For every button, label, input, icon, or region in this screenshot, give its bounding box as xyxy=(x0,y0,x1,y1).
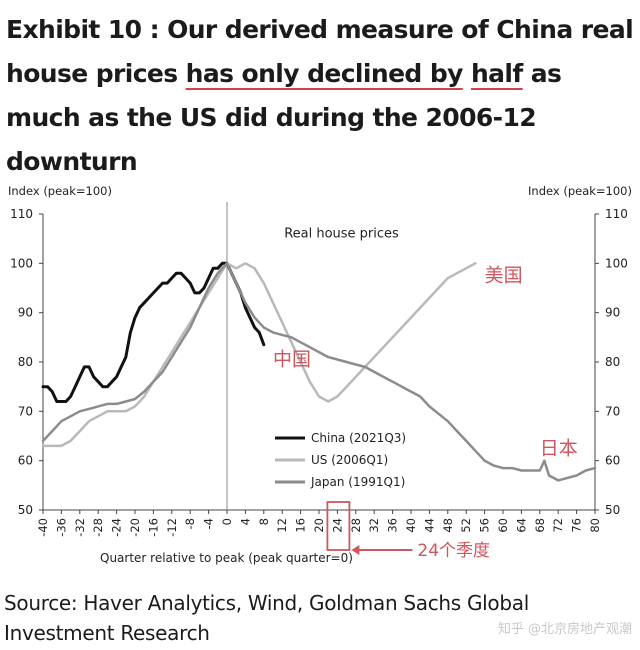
y-tick-label-right: 50 xyxy=(605,503,620,517)
title-part2: as much as the US did during the 2006-12… xyxy=(6,59,562,176)
x-tick-label: -8 xyxy=(183,518,197,529)
y-tick-label-left: 80 xyxy=(18,355,33,369)
series-line-japan xyxy=(41,262,597,482)
x-tick-label: 48 xyxy=(441,518,455,533)
x-tick-label: -28 xyxy=(91,518,105,537)
annotation-japan: 日本 xyxy=(540,437,578,459)
x-tick-label: -32 xyxy=(73,518,87,537)
y-tick-label-left: 60 xyxy=(18,454,33,468)
x-tick-label: -24 xyxy=(110,518,124,537)
y-axis-title-right: Index (peak=100) xyxy=(528,184,632,198)
series-line-us xyxy=(41,262,477,448)
annotation-us: 美国 xyxy=(485,265,523,287)
x-tick-label: 68 xyxy=(533,518,547,533)
x-tick-label: 80 xyxy=(588,518,602,533)
x-tick-label: 8 xyxy=(257,518,271,525)
x-tick-label: 4 xyxy=(238,518,252,525)
y-tick-label-right: 70 xyxy=(605,404,620,418)
x-tick-label: 12 xyxy=(275,518,289,533)
x-tick-label: -36 xyxy=(54,518,68,537)
x-tick-label: -12 xyxy=(165,518,179,537)
y-tick-label-left: 50 xyxy=(18,503,33,517)
x-tick-label: -4 xyxy=(202,518,216,529)
x-tick-label: 40 xyxy=(404,518,418,533)
y-tick-label-left: 90 xyxy=(18,306,33,320)
x-tick-label: -20 xyxy=(128,518,142,537)
x-tick-label: 24 xyxy=(330,518,344,533)
x-tick-label: 36 xyxy=(386,518,400,533)
annotation-china: 中国 xyxy=(273,349,311,371)
x-tick-label: 44 xyxy=(422,518,436,533)
exhibit-title: Exhibit 10 : Our derived measure of Chin… xyxy=(6,8,634,184)
x-tick-label: 64 xyxy=(514,518,528,533)
y-tick-label-right: 100 xyxy=(605,256,628,270)
y-tick-label-right: 90 xyxy=(605,306,620,320)
legend-label-china: China (2021Q3) xyxy=(311,431,406,445)
x-tick-label: 72 xyxy=(551,518,565,533)
x-tick-label: 20 xyxy=(312,518,326,533)
x-tick-label: 76 xyxy=(570,518,584,533)
x-tick-label: 52 xyxy=(459,518,473,533)
annotation-24-quarters: 24个季度 xyxy=(417,541,490,561)
highlight-arrowhead xyxy=(351,545,360,555)
title-highlight-2: half xyxy=(470,59,523,88)
x-tick-label: -16 xyxy=(146,518,160,537)
y-tick-label-left: 110 xyxy=(10,207,33,221)
highlight-box xyxy=(326,501,351,551)
y-tick-label-left: 70 xyxy=(18,404,33,418)
x-tick-label: -40 xyxy=(36,518,50,537)
x-tick-label: 16 xyxy=(294,518,308,533)
x-axis-title: Quarter relative to peak (peak quarter=0… xyxy=(100,551,353,565)
y-tick-label-right: 80 xyxy=(605,355,620,369)
x-tick-label: 0 xyxy=(220,518,234,525)
legend-label-us: US (2006Q1) xyxy=(311,453,388,467)
title-part1: Exhibit 10 : Our derived measure of Chin… xyxy=(6,15,634,88)
y-tick-label-right: 60 xyxy=(605,454,620,468)
title-mid xyxy=(463,59,471,88)
x-tick-label: 56 xyxy=(478,518,492,533)
x-tick-label: 32 xyxy=(367,518,381,533)
legend-label-japan: Japan (1991Q1) xyxy=(310,475,405,489)
y-tick-label-right: 110 xyxy=(605,207,628,221)
x-tick-label: 60 xyxy=(496,518,510,533)
y-tick-label-left: 100 xyxy=(10,256,33,270)
title-highlight-1: has only declined by xyxy=(185,59,464,88)
y-axis-title-left: Index (peak=100) xyxy=(8,184,112,198)
source-note: Source: Haver Analytics, Wind, Goldman S… xyxy=(4,591,529,645)
x-tick-label: 28 xyxy=(349,518,363,533)
watermark: 知乎 @北京房地产观潮 xyxy=(497,622,632,637)
chart-inner-title: Real house prices xyxy=(284,227,399,242)
